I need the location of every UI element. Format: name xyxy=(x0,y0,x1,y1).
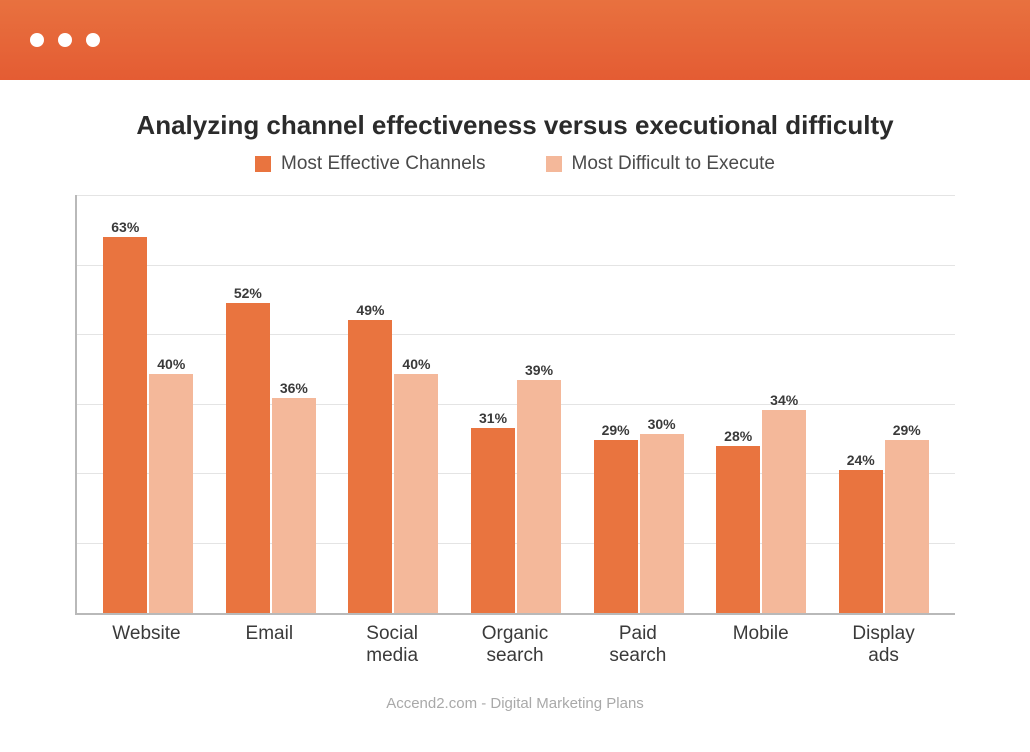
bar-rect xyxy=(762,410,806,613)
window-dot xyxy=(30,33,44,47)
bar: 34% xyxy=(762,195,806,613)
bar-value-label: 40% xyxy=(402,356,430,372)
bar-value-label: 34% xyxy=(770,392,798,408)
bar: 29% xyxy=(594,195,638,613)
chart-x-axis: WebsiteEmailSocialmediaOrganicsearchPaid… xyxy=(75,615,955,667)
x-axis-label: Displayads xyxy=(822,623,945,667)
x-axis-label: Organicsearch xyxy=(454,623,577,667)
bar-value-label: 52% xyxy=(234,285,262,301)
bar: 63% xyxy=(103,195,147,613)
bar-value-label: 39% xyxy=(525,362,553,378)
bar: 30% xyxy=(640,195,684,613)
window-dot xyxy=(86,33,100,47)
x-axis-label: Website xyxy=(85,623,208,667)
bar: 40% xyxy=(149,195,193,613)
bar-rect xyxy=(839,470,883,613)
bar: 39% xyxy=(517,195,561,613)
bar-group: 24% 29% xyxy=(822,195,945,613)
legend-item-difficult: Most Difficult to Execute xyxy=(546,153,775,175)
chart-plot-area: 63%40%52%36%49%40%31%39%29%30%28%34%24%2… xyxy=(75,195,955,615)
bar-group: 31% 39% xyxy=(455,195,578,613)
chart-title: Analyzing channel effectiveness versus e… xyxy=(55,110,975,141)
bar-value-label: 29% xyxy=(602,422,630,438)
bar-rect xyxy=(149,374,193,613)
bar: 49% xyxy=(348,195,392,613)
bar-rect xyxy=(272,398,316,613)
bar: 29% xyxy=(885,195,929,613)
bar: 28% xyxy=(716,195,760,613)
bar: 31% xyxy=(471,195,515,613)
legend-swatch-icon xyxy=(255,156,271,172)
bar: 40% xyxy=(394,195,438,613)
bar-value-label: 31% xyxy=(479,410,507,426)
legend-label: Most Difficult to Execute xyxy=(572,153,775,175)
bar-rect xyxy=(517,380,561,613)
bar: 52% xyxy=(226,195,270,613)
legend-label: Most Effective Channels xyxy=(281,153,486,175)
bar-value-label: 36% xyxy=(280,380,308,396)
bar-rect xyxy=(348,320,392,613)
bar-rect xyxy=(103,237,147,613)
bar-value-label: 40% xyxy=(157,356,185,372)
legend-swatch-icon xyxy=(546,156,562,172)
x-axis-label: Socialmedia xyxy=(331,623,454,667)
bar-value-label: 29% xyxy=(893,422,921,438)
bar-group: 52% 36% xyxy=(210,195,333,613)
bar-rect xyxy=(226,303,270,614)
legend-item-effective: Most Effective Channels xyxy=(255,153,486,175)
x-axis-label: Paidsearch xyxy=(576,623,699,667)
bar-rect xyxy=(394,374,438,613)
bar-group: 28% 34% xyxy=(700,195,823,613)
chart-footer: Accend2.com - Digital Marketing Plans xyxy=(55,695,975,712)
chart-container: Analyzing channel effectiveness versus e… xyxy=(0,80,1030,722)
x-axis-label: Email xyxy=(208,623,331,667)
bar-rect xyxy=(471,428,515,613)
bar-group: 63% 40% xyxy=(87,195,210,613)
bar-rect xyxy=(885,440,929,613)
bar-value-label: 28% xyxy=(724,428,752,444)
window-title-bar xyxy=(0,0,1030,80)
bar-value-label: 24% xyxy=(847,452,875,468)
bar-value-label: 49% xyxy=(356,302,384,318)
bar-rect xyxy=(716,446,760,613)
bar-rect xyxy=(640,434,684,613)
bar-value-label: 63% xyxy=(111,219,139,235)
x-axis-label: Mobile xyxy=(699,623,822,667)
bar: 36% xyxy=(272,195,316,613)
bar: 24% xyxy=(839,195,883,613)
bar-rect xyxy=(594,440,638,613)
chart-legend: Most Effective Channels Most Difficult t… xyxy=(55,153,975,175)
chart-bar-groups: 63%40%52%36%49%40%31%39%29%30%28%34%24%2… xyxy=(77,195,955,613)
bar-group: 29% 30% xyxy=(577,195,700,613)
bar-group: 49% 40% xyxy=(332,195,455,613)
bar-value-label: 30% xyxy=(648,416,676,432)
window-dot xyxy=(58,33,72,47)
